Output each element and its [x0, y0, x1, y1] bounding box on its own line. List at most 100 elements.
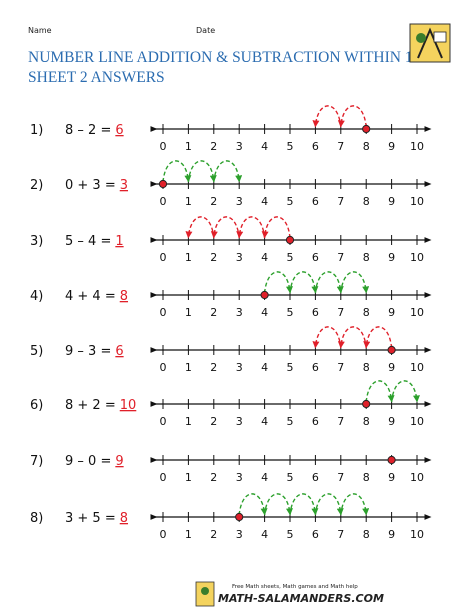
- tick-label: 5: [287, 251, 294, 264]
- tick-label: 0: [160, 361, 167, 374]
- tick-label: 1: [185, 306, 192, 319]
- tick-label: 0: [160, 471, 167, 484]
- tick-label: 2: [210, 140, 217, 153]
- tick-label: 10: [410, 361, 424, 374]
- problem-number: 1): [30, 123, 43, 138]
- jump-arc: [289, 271, 319, 294]
- jump-arc: [238, 493, 268, 516]
- tick-label: 2: [210, 471, 217, 484]
- tick-label: 5: [287, 361, 294, 374]
- tick-label: 5: [287, 528, 294, 541]
- tick-label: 9: [388, 195, 395, 208]
- tick-label: 10: [410, 195, 424, 208]
- tick-label: 4: [261, 140, 268, 153]
- tick-label: 8: [363, 471, 370, 484]
- tick-label: 0: [160, 528, 167, 541]
- tick-label: 9: [388, 251, 395, 264]
- tick-label: 8: [363, 195, 370, 208]
- tick-label: 3: [236, 415, 243, 428]
- subtitle: SHEET 2 ANSWERS: [28, 69, 165, 86]
- tick-label: 8: [363, 361, 370, 374]
- tick-label: 4: [261, 195, 268, 208]
- footer-logo: [195, 581, 215, 607]
- jump-arc: [314, 493, 344, 516]
- problem-text: 5 – 4 = 1: [65, 234, 124, 249]
- tick-label: 1: [185, 471, 192, 484]
- jump-arc: [312, 326, 342, 349]
- jump-arc: [365, 380, 395, 403]
- tick-label: 6: [312, 471, 319, 484]
- problem-number: 3): [30, 234, 43, 249]
- tick-label: 6: [312, 415, 319, 428]
- tick-label: 4: [261, 251, 268, 264]
- tick-label: 9: [388, 528, 395, 541]
- tick-label: 1: [185, 140, 192, 153]
- tick-label: 5: [287, 195, 294, 208]
- problem-text: 4 + 4 = 8: [65, 289, 128, 304]
- tick-label: 6: [312, 251, 319, 264]
- jump-arc: [236, 216, 266, 239]
- tick-label: 3: [236, 195, 243, 208]
- expression: 4 + 4 =: [65, 289, 116, 304]
- tick-label: 2: [210, 361, 217, 374]
- answer: 6: [115, 123, 123, 138]
- tick-label: 5: [287, 140, 294, 153]
- answer: 6: [115, 344, 123, 359]
- problem-text: 8 – 2 = 6: [65, 123, 124, 138]
- expression: 0 + 3 =: [65, 178, 116, 193]
- answer: 3: [120, 178, 128, 193]
- tick-label: 1: [185, 251, 192, 264]
- start-dot: [387, 345, 396, 355]
- tick-label: 10: [410, 528, 424, 541]
- tick-label: 8: [363, 528, 370, 541]
- tick-label: 2: [210, 251, 217, 264]
- jump-arc: [337, 326, 367, 349]
- expression: 5 – 4 =: [65, 234, 111, 249]
- jump-arc: [213, 160, 243, 183]
- answer: 8: [120, 511, 128, 526]
- jump-arc: [390, 380, 420, 403]
- jump-arc: [263, 493, 293, 516]
- jump-arc: [210, 216, 240, 239]
- jump-arc: [312, 105, 342, 128]
- start-dot: [260, 290, 269, 300]
- tick-label: 1: [185, 415, 192, 428]
- jump-arc: [337, 105, 367, 128]
- tick-label: 9: [388, 361, 395, 374]
- problem-number: 6): [30, 398, 43, 413]
- tick-label: 3: [236, 361, 243, 374]
- answer: 1: [115, 234, 123, 249]
- start-dot: [362, 124, 371, 134]
- problem-number: 4): [30, 289, 43, 304]
- tick-label: 7: [337, 361, 344, 374]
- answer: 10: [120, 398, 137, 413]
- expression: 9 – 0 =: [65, 454, 111, 469]
- tick-label: 6: [312, 195, 319, 208]
- jump-arc: [162, 160, 192, 183]
- problem-text: 9 – 3 = 6: [65, 344, 124, 359]
- problem-number: 7): [30, 454, 43, 469]
- footer-tagline: Free Math sheets, Math games and Math he…: [232, 584, 358, 590]
- tick-label: 7: [337, 306, 344, 319]
- tick-label: 4: [261, 306, 268, 319]
- answer: 8: [120, 289, 128, 304]
- tick-label: 4: [261, 471, 268, 484]
- jump-arc: [340, 271, 370, 294]
- name-label: Name: [28, 26, 52, 35]
- tick-label: 6: [312, 140, 319, 153]
- start-dot: [387, 455, 396, 465]
- answer: 9: [115, 454, 123, 469]
- tick-label: 3: [236, 471, 243, 484]
- tick-label: 3: [236, 140, 243, 153]
- tick-label: 5: [287, 415, 294, 428]
- tick-label: 4: [261, 528, 268, 541]
- problem-text: 8 + 2 = 10: [65, 398, 136, 413]
- tick-label: 0: [160, 195, 167, 208]
- tick-label: 1: [185, 528, 192, 541]
- tick-label: 9: [388, 471, 395, 484]
- jump-arc: [289, 493, 319, 516]
- tick-label: 2: [210, 306, 217, 319]
- start-dot: [285, 235, 295, 245]
- tick-label: 0: [160, 415, 167, 428]
- title: NUMBER LINE ADDITION & SUBTRACTION WITHI…: [28, 49, 421, 66]
